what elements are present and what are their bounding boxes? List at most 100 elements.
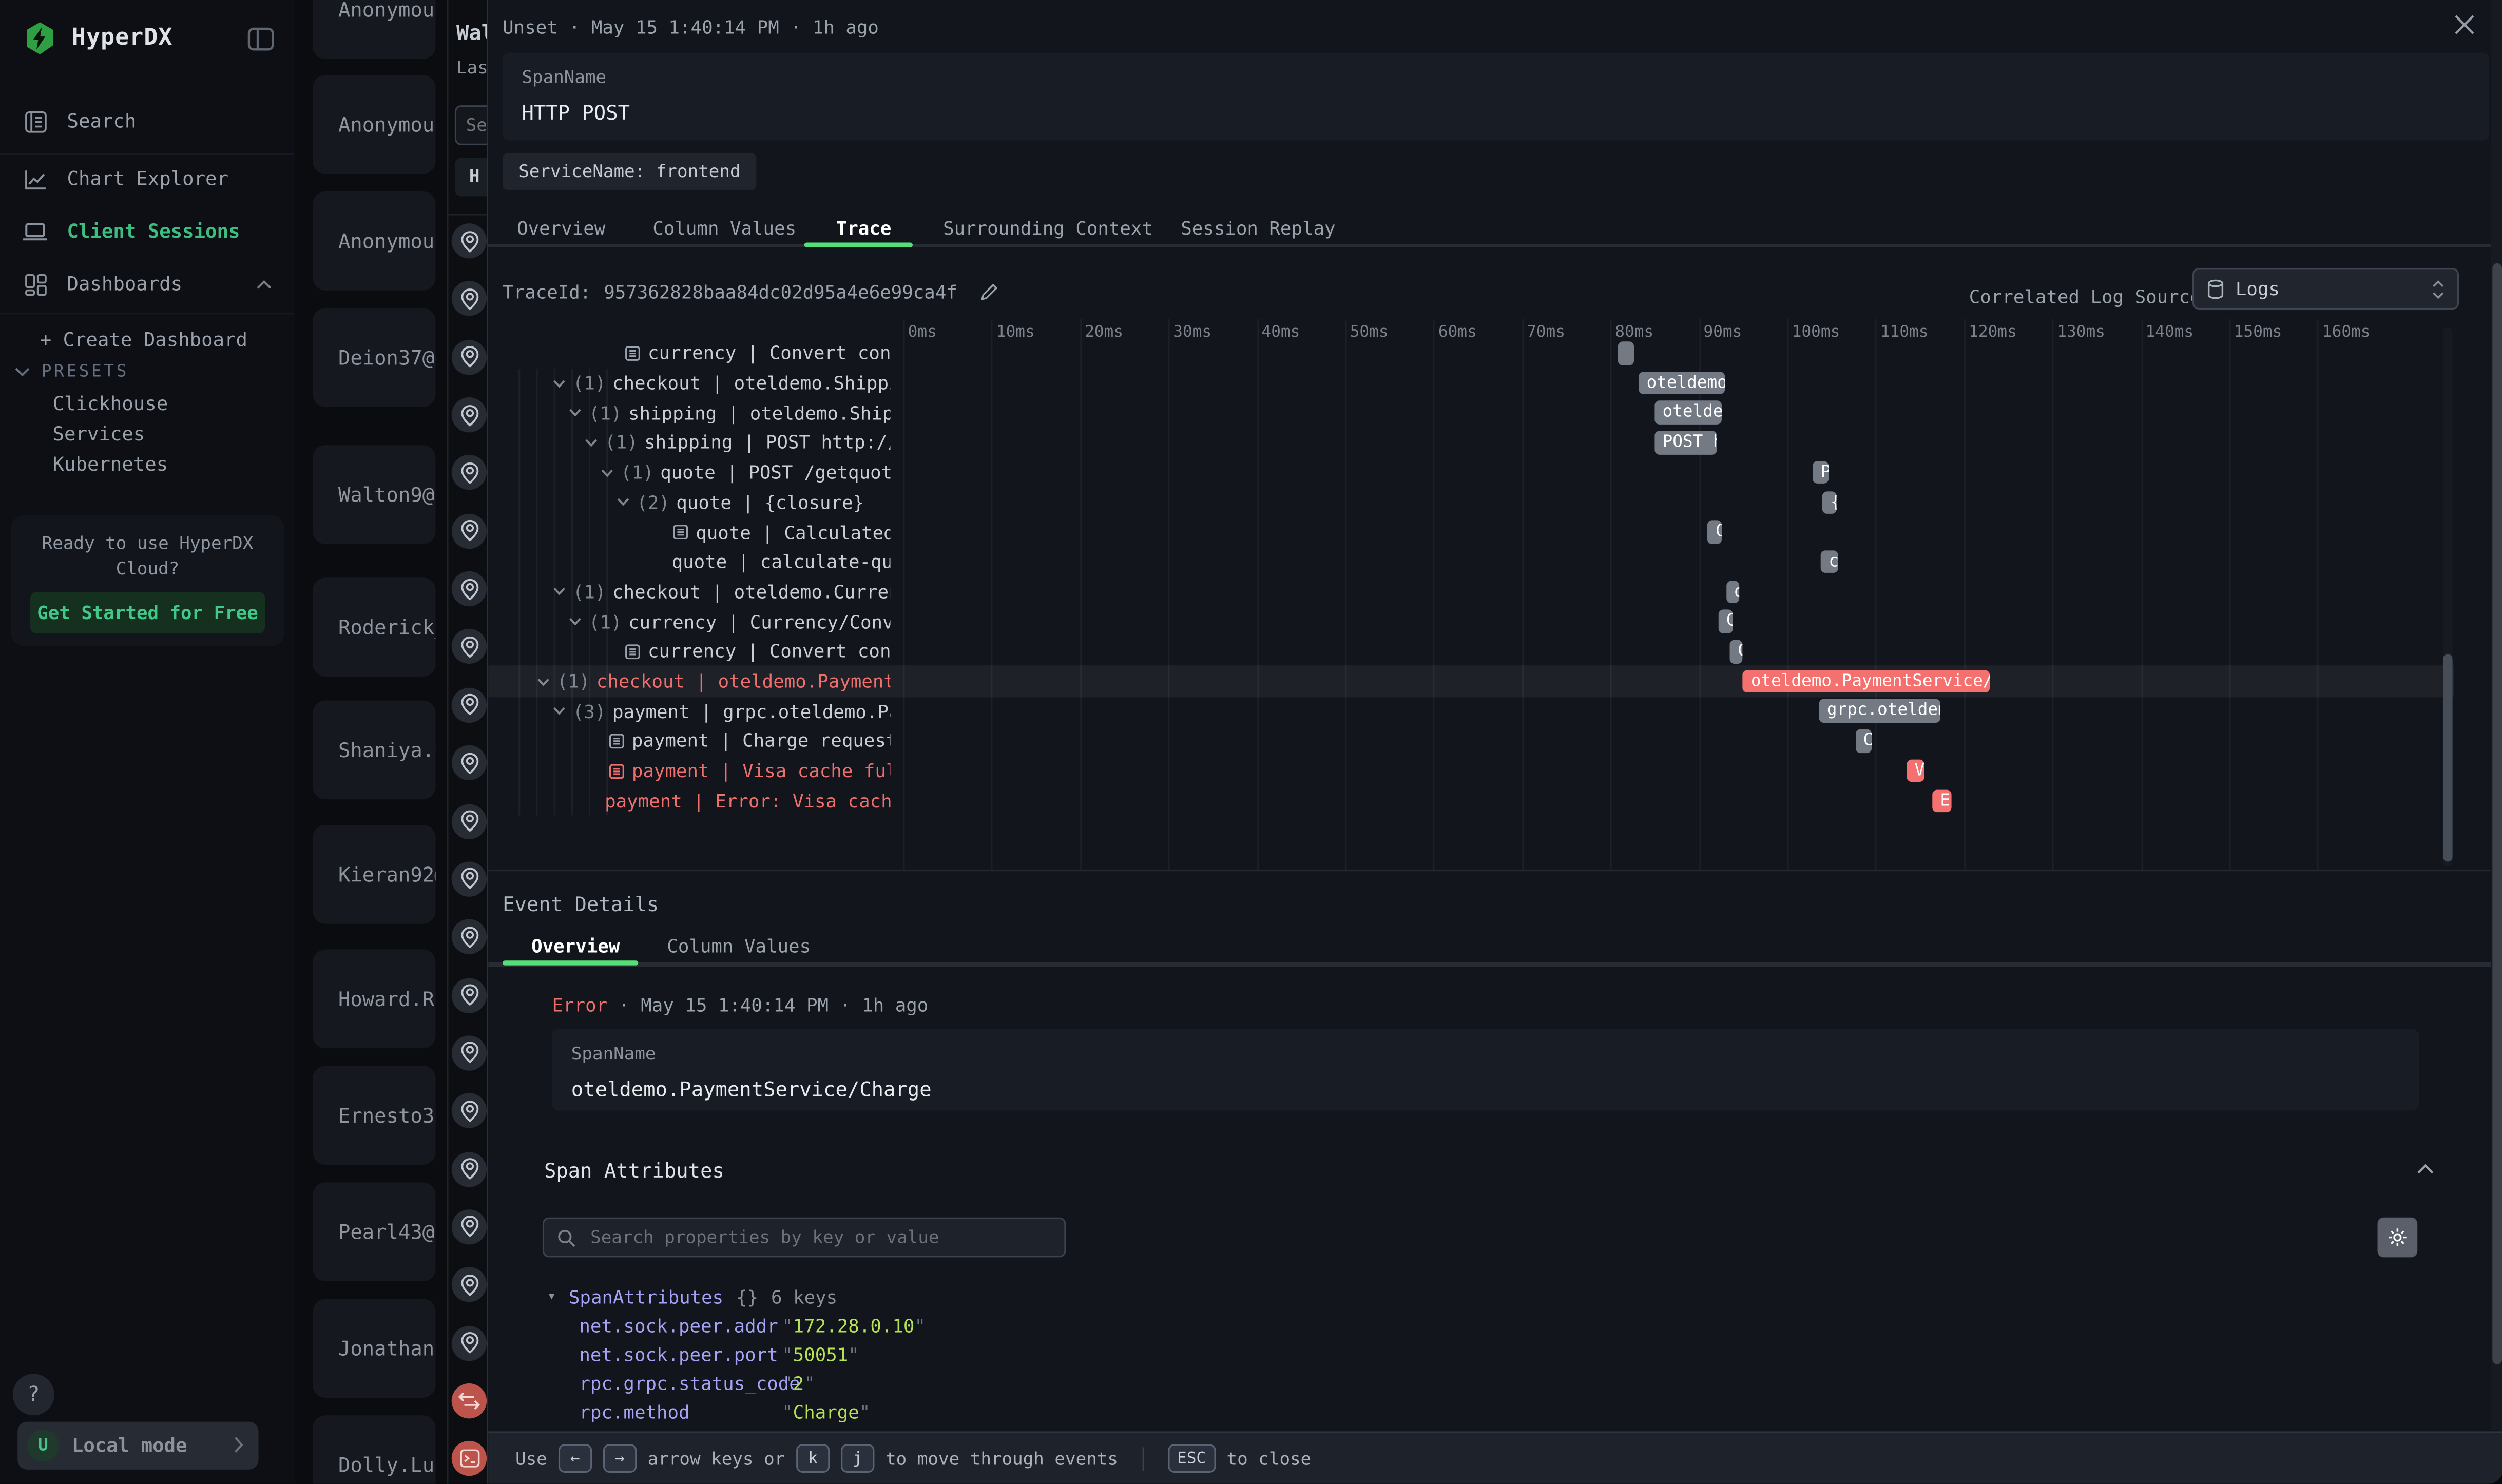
sidebar-item-chart-explorer[interactable]: Chart Explorer [0,160,295,198]
pin-icon[interactable] [451,281,487,317]
pin-icon[interactable] [451,223,487,259]
pin-icon[interactable] [451,1151,487,1187]
pin-icon[interactable] [451,1209,487,1245]
session-card[interactable]: Anonymous [313,0,436,60]
terminal-icon[interactable] [451,1441,487,1477]
expander-chevron-icon[interactable] [600,466,614,480]
expander-chevron-icon[interactable] [616,495,630,510]
pin-icon[interactable] [451,919,487,955]
attributes-root-node[interactable]: ▾ SpanAttributes {} 6 keys [547,1286,837,1308]
pin-icon[interactable] [451,571,487,607]
attribute-key[interactable]: net.sock.peer.addr [579,1315,778,1337]
span-duration-bar[interactable]: C [1855,729,1871,753]
session-card[interactable]: Dolly.Lubo [313,1415,436,1484]
help-button[interactable]: ? [12,1374,54,1416]
session-card[interactable]: Ernesto33@ [313,1066,436,1165]
session-card[interactable]: Kieran92@h [313,825,436,924]
span-tree-row[interactable]: (1) shipping | POST http://quo… [488,428,890,457]
log-source-select[interactable]: Logs [2192,268,2459,310]
brand[interactable]: HyperDX [23,21,173,55]
tab-column-values[interactable]: Column Values [652,217,797,240]
tab-surrounding-context[interactable]: Surrounding Context [943,217,1153,240]
expander-chevron-icon[interactable] [584,435,599,450]
attributes-search-input[interactable] [587,1225,1052,1249]
expander-chevron-icon[interactable] [568,614,583,629]
span-tree-row[interactable]: quote | calculate-quote [488,547,891,577]
create-dashboard-button[interactable]: + Create Dashboard [40,329,247,351]
tab-overview[interactable]: Overview [517,217,606,240]
expander-chevron-icon[interactable] [552,704,567,719]
span-tree-row[interactable]: payment | Error: Visa cache ful… [488,786,890,816]
presets-toggle[interactable]: PRESETS [14,362,129,381]
pin-icon[interactable] [451,861,487,897]
span-duration-bar[interactable]: E [1932,789,1952,813]
span-duration-bar[interactable]: POST h [1654,431,1717,454]
sidebar-item-search[interactable]: Search [0,102,295,141]
session-card[interactable]: Howard.Run [313,949,436,1049]
expander-chevron-icon[interactable] [568,406,583,420]
event-tab-overview[interactable]: Overview [531,935,620,958]
event-tab-column-values[interactable]: Column Values [667,935,811,958]
attribute-key[interactable]: rpc.method [579,1401,690,1423]
attribute-key[interactable]: net.sock.peer.port [579,1343,778,1366]
session-search-input[interactable] [454,105,489,145]
span-tree-row[interactable]: currency | Convert convers… [488,637,890,666]
pin-icon[interactable] [451,803,487,839]
pin-icon[interactable] [451,687,487,723]
span-duration-bar[interactable]: oteldem [1654,401,1722,425]
span-duration-bar[interactable]: V [1906,759,1924,783]
pin-icon[interactable] [451,1267,487,1303]
sidebar-item-kubernetes[interactable]: Kubernetes [52,453,168,476]
attributes-settings-button[interactable] [2377,1217,2418,1258]
collapse-section-icon[interactable] [2416,1163,2435,1176]
expander-chevron-icon[interactable] [552,376,567,390]
span-tree-row[interactable]: (1) checkout | oteldemo.CurrencySe… [488,577,890,607]
session-card[interactable]: Roderick_S [313,577,436,677]
sidebar-item-services[interactable]: Services [52,422,145,446]
swap-icon[interactable] [451,1383,487,1419]
pin-icon[interactable] [451,629,487,665]
span-duration-bar[interactable]: oteldemo. [1639,371,1725,395]
expander-chevron-icon[interactable] [536,674,550,688]
span-duration-bar[interactable]: oteldemo.PaymentService/Char [1743,669,1991,693]
span-tree-row[interactable]: (3) payment | grpc.oteldemo.Paymen… [488,696,890,726]
session-card[interactable]: Walton9@ho [313,445,436,544]
scrollbar-thumb[interactable] [2491,263,2501,1364]
sidebar-item-dashboards[interactable]: Dashboards [0,265,295,303]
local-mode-menu[interactable]: U Local mode [17,1421,259,1470]
span-duration-bar[interactable]: c [1820,550,1839,574]
pin-icon[interactable] [451,1325,487,1361]
service-name-chip[interactable]: ServiceName: frontend [503,153,757,190]
span-tree-row[interactable]: (1) currency | Currency/Convert [488,607,890,637]
pin-icon[interactable] [451,745,487,781]
session-card[interactable]: Anonymous [313,191,436,291]
pin-icon[interactable] [451,977,487,1013]
get-started-button[interactable]: Get Started for Free [30,592,265,634]
sidebar-item-client-sessions[interactable]: Client Sessions [0,212,295,250]
close-icon[interactable] [2454,14,2475,35]
span-duration-bar[interactable]: C [1729,640,1743,663]
span-tree-row[interactable]: (1)shipping | oteldemo.Shipping… [488,398,890,428]
span-tree-row[interactable]: payment | Visa cache full: c… [488,756,890,786]
span-tree-row[interactable]: payment | Charge request rec… [488,726,890,756]
sidebar-item-clickhouse[interactable]: Clickhouse [52,392,168,415]
tab-session-replay[interactable]: Session Replay [1181,217,1336,240]
session-filter-button[interactable]: H [454,158,489,197]
span-duration-bar[interactable] [1617,341,1633,365]
span-tree-row[interactable]: (1) checkout | oteldemo.ShippingSe… [488,368,890,398]
span-duration-bar[interactable]: P [1813,460,1829,484]
span-duration-bar[interactable]: C [1718,610,1734,633]
session-card[interactable]: Pearl43@ho [313,1182,436,1282]
session-card[interactable]: Shaniya.Sc [313,700,436,800]
span-duration-bar[interactable]: C [1707,520,1722,544]
span-duration-bar[interactable]: grpc.oteldemo. [1819,699,1940,723]
session-card[interactable]: Deion37@gm [313,307,436,407]
span-tree-row[interactable]: (1) quote | POST /getquote [488,457,890,487]
pin-icon[interactable] [451,455,487,491]
pin-icon[interactable] [451,513,487,549]
tab-trace[interactable]: Trace [836,217,892,240]
span-tree-row[interactable]: quote | Calculated q… [488,517,890,547]
span-tree-row[interactable]: currency | Convert convers… [488,338,890,368]
edit-pencil-icon[interactable] [979,282,998,301]
pin-icon[interactable] [451,339,487,375]
